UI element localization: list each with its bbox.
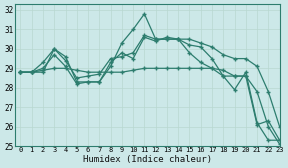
X-axis label: Humidex (Indice chaleur): Humidex (Indice chaleur) — [83, 155, 212, 164]
